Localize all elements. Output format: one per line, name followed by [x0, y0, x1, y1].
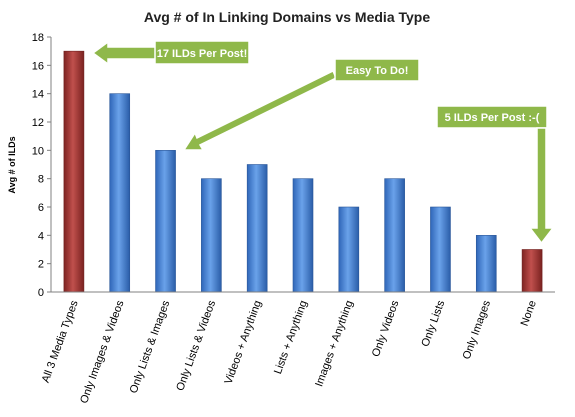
callout-box — [436, 105, 548, 129]
y-tick-label: 10 — [32, 145, 44, 157]
callout-text: Easy To Do! — [346, 65, 409, 77]
category-label: Only Lists — [419, 298, 447, 348]
bar — [201, 178, 222, 293]
bar — [430, 206, 451, 293]
category-label: Only Images & Videos — [78, 298, 127, 405]
callout-5-ilds: 5 ILDs Per Post :-( — [436, 105, 555, 245]
bar — [109, 93, 131, 293]
chart-title: Avg # of In Linking Domains vs Media Typ… — [144, 9, 430, 25]
bars — [63, 50, 543, 293]
y-tick-label: 2 — [38, 259, 44, 271]
y-axis-ticks: 0 2 4 6 8 10 12 14 16 18 — [32, 32, 51, 299]
callout-easy: Easy To Do! — [182, 58, 420, 151]
y-tick-label: 6 — [38, 202, 44, 214]
bar — [384, 178, 405, 293]
bar — [521, 249, 543, 293]
category-label: Only Videos — [370, 298, 402, 358]
y-axis-label: Avg # of ILDs — [7, 136, 17, 193]
bar — [246, 164, 268, 293]
y-tick-label: 18 — [32, 32, 44, 44]
bar — [292, 178, 314, 293]
y-tick-label: 14 — [32, 89, 44, 101]
category-label: All 3 Media Types — [40, 298, 81, 384]
category-label: Only Lists & Images — [128, 298, 173, 394]
y-tick-label: 8 — [38, 174, 44, 186]
bar — [155, 150, 176, 293]
callout-box — [334, 58, 420, 82]
arrow-left-icon — [91, 40, 158, 66]
y-tick-label: 0 — [38, 287, 44, 299]
category-label: Images + Anything — [313, 299, 355, 388]
category-label: Only Images — [461, 298, 494, 361]
category-label: Only Lists & Videos — [174, 298, 218, 392]
bar — [338, 206, 360, 293]
y-tick-label: 12 — [32, 117, 44, 129]
y-tick-label: 16 — [32, 60, 44, 72]
category-label: Videos + Anything — [223, 299, 264, 386]
arrow-diagonal-icon — [182, 69, 337, 151]
bar — [63, 50, 85, 293]
arrow-down-icon — [528, 127, 555, 245]
callout-text: 17 ILDs Per Post! — [157, 48, 247, 60]
callout-box — [154, 40, 250, 65]
category-label: None — [519, 299, 539, 328]
category-label: Lists + Anything — [272, 299, 310, 376]
bar — [475, 235, 497, 293]
callout-text: 5 ILDs Per Post :-( — [445, 112, 540, 124]
y-tick-label: 4 — [38, 230, 44, 242]
callout-17-ilds: 17 ILDs Per Post! — [91, 40, 250, 66]
